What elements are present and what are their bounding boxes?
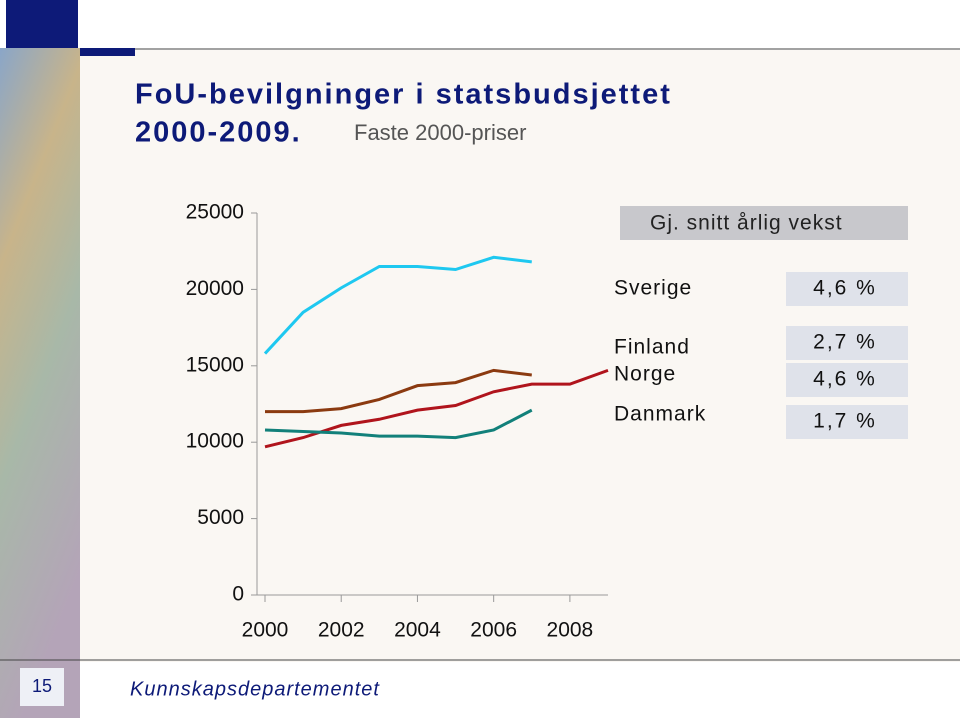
legend-header: Gj. snitt årlig vekst xyxy=(650,212,843,235)
growth-label: 4,6 % xyxy=(813,368,877,391)
x-tick-label: 2004 xyxy=(394,619,441,642)
growth-box xyxy=(786,405,908,439)
y-tick-label: 15000 xyxy=(186,353,244,376)
growth-box xyxy=(786,326,908,360)
x-tick-label: 2008 xyxy=(547,619,594,642)
series-line xyxy=(263,255,532,355)
y-tick-label: 0 xyxy=(232,583,244,606)
title: FoU-bevilgninger i statsbudsjettet xyxy=(135,79,672,111)
y-tick-label: 20000 xyxy=(186,277,244,300)
subtitle: Faste 2000-priser xyxy=(354,120,526,145)
growth-box xyxy=(786,272,908,306)
legend-label: Norge xyxy=(614,363,676,386)
legend-label: Sverige xyxy=(614,277,692,300)
legend-label: Finland xyxy=(614,336,690,359)
legend-header-box xyxy=(620,206,908,240)
legend-label: Danmark xyxy=(614,403,706,426)
footer: Kunnskapsdepartementet xyxy=(130,678,380,700)
corner-block xyxy=(6,0,78,48)
x-tick-label: 2006 xyxy=(470,619,517,642)
x-tick-label: 2000 xyxy=(242,619,289,642)
page-number: 15 xyxy=(32,676,52,696)
side-painting xyxy=(0,48,80,718)
y-tick-label: 10000 xyxy=(186,430,244,453)
growth-box xyxy=(786,363,908,397)
x-tick-label: 2002 xyxy=(318,619,365,642)
y-tick-label: 25000 xyxy=(186,201,244,224)
series-line xyxy=(264,408,533,440)
growth-label: 4,6 % xyxy=(813,277,877,300)
page-box xyxy=(20,668,64,706)
growth-label: 1,7 % xyxy=(813,410,877,433)
series-line xyxy=(265,368,532,414)
growth-label: 2,7 % xyxy=(813,331,877,354)
title-years: 2000-2009. xyxy=(135,117,302,149)
accent-bar xyxy=(80,48,135,56)
y-tick-label: 5000 xyxy=(197,506,244,529)
